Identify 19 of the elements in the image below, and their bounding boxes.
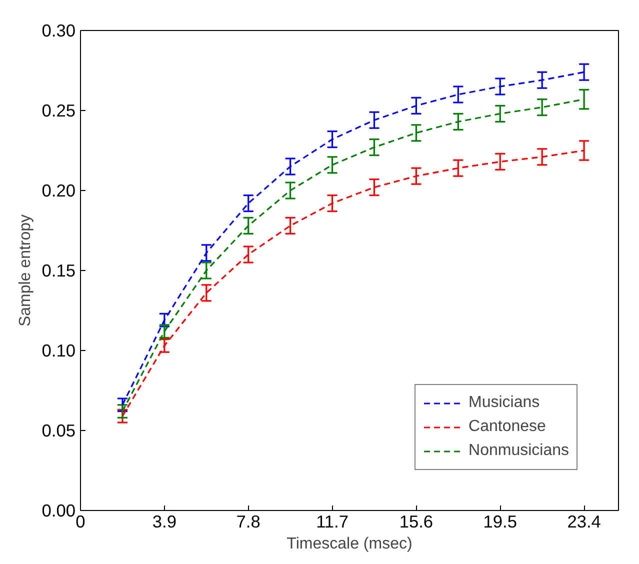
y-tick-label: 0.10 xyxy=(42,340,76,360)
y-axis-title: Sample entropy xyxy=(16,214,34,327)
x-tick-label: 15.6 xyxy=(399,512,434,532)
y-tick-label: 0.15 xyxy=(42,260,76,280)
y-tick-label: 0.20 xyxy=(42,180,76,200)
x-tick-label: 11.7 xyxy=(316,512,349,532)
legend-label: Musicians xyxy=(468,394,540,412)
y-tick-label: 0.25 xyxy=(42,100,76,120)
x-tick-label: 23.4 xyxy=(567,512,602,532)
x-tick-label: 3.9 xyxy=(152,512,176,532)
legend-label: Cantonese xyxy=(468,418,546,436)
x-tick-label: 19.5 xyxy=(483,512,518,532)
x-axis-title: Timescale (msec) xyxy=(286,536,412,552)
y-tick-label: 0.30 xyxy=(42,20,76,40)
y-tick-label: 0.00 xyxy=(42,500,76,520)
y-tick-label: 0.05 xyxy=(42,420,76,440)
x-tick-label: 0 xyxy=(76,512,86,532)
x-tick-label: 7.8 xyxy=(236,512,260,532)
legend-label: Nonmusicians xyxy=(468,442,569,460)
